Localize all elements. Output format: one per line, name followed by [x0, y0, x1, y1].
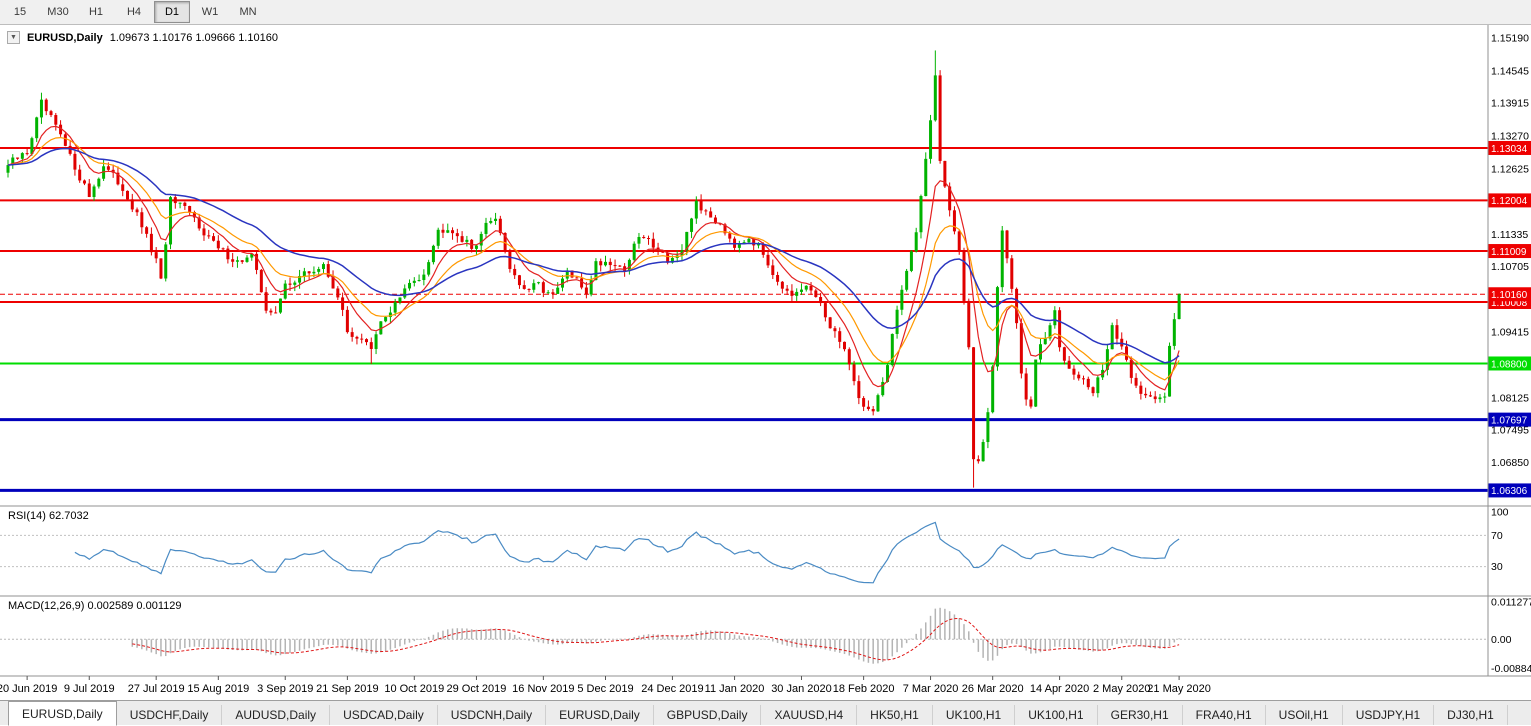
svg-text:9 Jul 2019: 9 Jul 2019 [64, 683, 115, 695]
svg-text:0.011277: 0.011277 [1491, 597, 1531, 609]
svg-text:1.12625: 1.12625 [1491, 163, 1529, 175]
chart-window: 1.15190 1.14545 1.13915 1.13270 1.12625 1.113… [0, 25, 1531, 700]
svg-text:0.00: 0.00 [1491, 634, 1512, 646]
svg-text:1.10705: 1.10705 [1491, 261, 1529, 273]
price-axis-labels: 1.15190 1.14545 1.13915 1.13270 1.12625 1.113… [1491, 33, 1529, 470]
macd-indicator-label: MACD(12,26,9) 0.002589 0.001129 [8, 600, 182, 612]
svg-text:15 Aug 2019: 15 Aug 2019 [187, 683, 249, 695]
symbol-tab-fra40-h1[interactable]: FRA40,H1 [1183, 705, 1266, 725]
symbol-tab-ger30-h1[interactable]: GER30,H1 [1098, 705, 1183, 725]
candles-layer [6, 50, 1181, 488]
svg-text:30: 30 [1491, 561, 1503, 573]
ma-line-8 [7, 125, 1180, 391]
symbol-tab-uk100-h1[interactable]: UK100,H1 [1015, 705, 1098, 725]
svg-text:10 Oct 2019: 10 Oct 2019 [384, 683, 444, 695]
symbol-tab-uk100-h1[interactable]: UK100,H1 [933, 705, 1016, 725]
svg-text:1.10160: 1.10160 [1491, 290, 1528, 301]
timeframe-toolbar: 15 M30 H1 H4 D1 W1 MN [0, 0, 1531, 25]
moving-averages-layer [7, 125, 1180, 391]
timeframe-button-h4[interactable]: H4 [126, 6, 142, 18]
time-axis: 20 Jun 2019 9 Jul 2019 27 Jul 2019 15 Aug 2… [0, 676, 1211, 695]
rsi-indicator-label: RSI(14) 62.7032 [8, 510, 89, 522]
svg-text:14 Apr 2020: 14 Apr 2020 [1030, 683, 1089, 695]
symbol-tab-usdjpy-h1[interactable]: USDJPY,H1 [1343, 705, 1435, 725]
svg-text:1.09415: 1.09415 [1491, 327, 1529, 339]
svg-text:1.14545: 1.14545 [1491, 66, 1529, 78]
chart-symbol-label: EURUSD,Daily [26, 31, 103, 44]
svg-text:1.13270: 1.13270 [1491, 130, 1529, 142]
svg-text:3 Sep 2019: 3 Sep 2019 [257, 683, 313, 695]
rsi-panel: 100 70 30 [0, 507, 1509, 584]
svg-text:1.13915: 1.13915 [1491, 98, 1529, 110]
symbol-tab-eurusd-daily[interactable]: EURUSD,Daily [546, 705, 654, 725]
svg-text:21 May 2020: 21 May 2020 [1147, 683, 1211, 695]
svg-text:70: 70 [1491, 530, 1503, 542]
svg-text:1.06850: 1.06850 [1491, 457, 1529, 469]
svg-text:26 Mar 2020: 26 Mar 2020 [962, 683, 1024, 695]
timeframe-button-15[interactable]: 15 [13, 6, 27, 18]
chart-ohlc-values: 1.09673 1.10176 1.09666 1.10160 [109, 31, 278, 44]
svg-text:11 Jan 2020: 11 Jan 2020 [705, 683, 765, 695]
price-axis-badges: 1.13034 1.12004 1.11009 1.10008 1.08800 1.076… [1488, 140, 1531, 498]
svg-text:5 Dec 2019: 5 Dec 2019 [577, 683, 633, 695]
symbol-tab-eurusd-daily[interactable]: EURUSD,Daily [8, 701, 117, 726]
svg-text:1.08800: 1.08800 [1491, 359, 1528, 370]
svg-text:2 May 2020: 2 May 2020 [1093, 683, 1150, 695]
ma-line-16 [7, 136, 1180, 381]
symbol-tab-usdcad-daily[interactable]: USDCAD,Daily [330, 705, 438, 725]
svg-text:21 Sep 2019: 21 Sep 2019 [316, 683, 378, 695]
svg-text:29 Oct 2019: 29 Oct 2019 [446, 683, 506, 695]
horizontal-level-lines [0, 146, 1488, 492]
svg-text:1.13034: 1.13034 [1491, 144, 1528, 155]
svg-text:30 Jan 2020: 30 Jan 2020 [771, 683, 832, 695]
svg-text:27 Jul 2019: 27 Jul 2019 [128, 683, 185, 695]
svg-text:1.15190: 1.15190 [1491, 33, 1529, 45]
svg-text:1.10008: 1.10008 [1491, 298, 1528, 309]
symbol-tab-bar: EURUSD,Daily USDCHF,Daily AUDUSD,Daily USDC… [0, 700, 1531, 726]
symbol-tab-dj30-h1[interactable]: DJ30,H1 [1434, 705, 1508, 725]
svg-text:1.11335: 1.11335 [1491, 229, 1528, 241]
svg-text:1.12004: 1.12004 [1491, 196, 1528, 207]
symbol-tab-usoil-h1[interactable]: USOil,H1 [1266, 705, 1343, 725]
price-chart-canvas[interactable]: 1.15190 1.14545 1.13915 1.13270 1.12625 1.113… [0, 25, 1531, 700]
timeframe-button-m30[interactable]: M30 [47, 6, 69, 18]
svg-text:18 Feb 2020: 18 Feb 2020 [833, 683, 895, 695]
chart-collapse-icon[interactable]: ▼ [7, 31, 20, 44]
svg-text:-0.008844: -0.008844 [1491, 663, 1531, 675]
timeframe-button-w1[interactable]: W1 [201, 6, 219, 18]
svg-text:1.06306: 1.06306 [1491, 486, 1528, 497]
svg-text:20 Jun 2019: 20 Jun 2019 [0, 683, 57, 695]
svg-text:16 Nov 2019: 16 Nov 2019 [512, 683, 574, 695]
rsi-line [74, 521, 1180, 584]
svg-text:1.08125: 1.08125 [1491, 392, 1529, 404]
symbol-tab-usdcnh-daily[interactable]: USDCNH,Daily [438, 705, 547, 725]
svg-text:100: 100 [1491, 507, 1509, 519]
svg-text:1.11009: 1.11009 [1491, 247, 1527, 258]
svg-text:7 Mar 2020: 7 Mar 2020 [903, 683, 959, 695]
symbol-tab-gbpusd-daily[interactable]: GBPUSD,Daily [654, 705, 762, 725]
svg-text:1.07495: 1.07495 [1491, 424, 1529, 436]
macd-histogram [131, 607, 1180, 664]
timeframe-button-mn[interactable]: MN [239, 6, 257, 18]
symbol-tab-usdchf-daily[interactable]: USDCHF,Daily [117, 705, 223, 725]
svg-text:24 Dec 2019: 24 Dec 2019 [641, 683, 703, 695]
symbol-tab-audusd-daily[interactable]: AUDUSD,Daily [222, 705, 331, 725]
panel-separators [0, 25, 1531, 677]
symbol-tab-hk50-h1[interactable]: HK50,H1 [857, 705, 933, 725]
svg-text:1.07697: 1.07697 [1491, 415, 1528, 426]
timeframe-button-h1[interactable]: H1 [88, 6, 104, 18]
macd-signal-line [132, 617, 1180, 661]
ma-line-34 [7, 147, 1180, 364]
timeframe-button-d1[interactable]: D1 [154, 1, 190, 23]
macd-panel: 0.011277 0.00 -0.008844 [0, 597, 1531, 675]
symbol-tab-xauusd-h4[interactable]: XAUUSD,H4 [761, 705, 858, 725]
